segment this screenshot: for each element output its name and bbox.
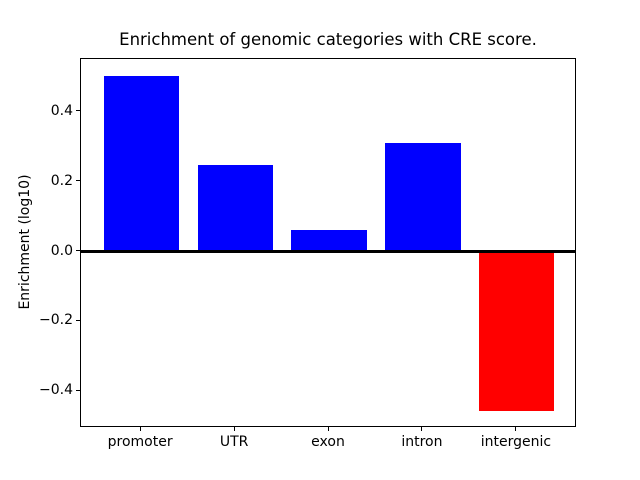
y-tick-mark: [76, 180, 80, 182]
y-tick-label: −0.4: [39, 382, 73, 399]
bar-intron: [385, 143, 461, 252]
y-tick-label: 0.0: [50, 242, 73, 259]
y-tick-label: 0.2: [50, 172, 73, 189]
x-tick-mark: [139, 427, 141, 431]
y-tick-mark: [76, 389, 80, 391]
zero-line: [81, 250, 575, 253]
y-axis-label: Enrichment (log10): [17, 174, 33, 310]
x-tick-label-UTR: UTR: [219, 434, 249, 450]
bar-UTR: [197, 165, 273, 252]
x-tick-mark: [515, 427, 517, 431]
y-tick-mark: [76, 319, 80, 321]
bar-exon: [291, 230, 367, 252]
x-tick-mark: [327, 427, 329, 431]
bar-promoter: [103, 75, 179, 252]
chart-title: Enrichment of genomic categories with CR…: [119, 30, 537, 49]
x-tick-label-intergenic: intergenic: [480, 434, 552, 450]
bar-intergenic: [479, 251, 555, 412]
plot-area: [80, 58, 576, 427]
x-tick-label-exon: exon: [311, 434, 345, 450]
y-tick-mark: [76, 250, 80, 251]
x-tick-mark: [421, 427, 423, 431]
x-tick-label-intron: intron: [401, 434, 443, 450]
x-tick-mark: [233, 427, 235, 431]
y-tick-label: 0.4: [50, 102, 73, 119]
y-tick-label: −0.2: [39, 312, 73, 329]
y-tick-mark: [76, 110, 80, 112]
x-tick-label-promoter: promoter: [107, 434, 173, 450]
